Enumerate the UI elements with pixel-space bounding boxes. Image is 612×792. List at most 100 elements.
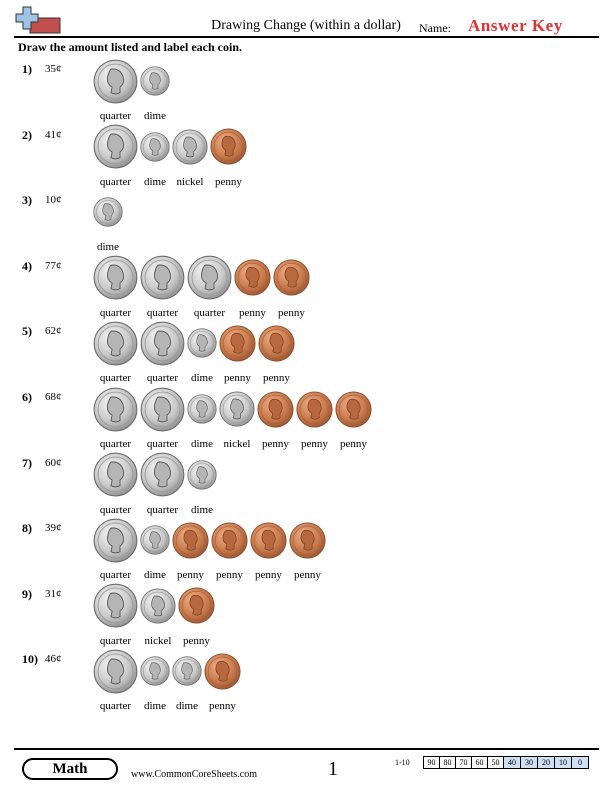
problem-row: 9) 31¢ quarter nickel penny bbox=[0, 583, 612, 653]
problem-number: 9) bbox=[22, 586, 32, 601]
quarter-coin-icon bbox=[93, 452, 138, 497]
penny-coin-icon bbox=[289, 522, 326, 559]
website-link[interactable]: www.CommonCoreSheets.com bbox=[131, 769, 258, 780]
problem-amount: 39¢ bbox=[45, 522, 62, 535]
problem-row: 2) 41¢ quarter dime nickel penny bbox=[0, 124, 612, 194]
score-cell: 30 bbox=[520, 756, 538, 769]
penny-coin-icon bbox=[219, 325, 256, 362]
coin-label: penny bbox=[255, 569, 282, 582]
problem-row: 1) 35¢ quarter dime bbox=[0, 59, 612, 128]
problem-amount: 68¢ bbox=[45, 391, 62, 403]
score-cell: 90 bbox=[423, 756, 440, 769]
worksheet-title: Drawing Change (within a dollar) bbox=[211, 18, 401, 33]
coin-label: quarter bbox=[99, 175, 132, 188]
quarter-coin-icon bbox=[140, 387, 185, 432]
quarter-coin-icon bbox=[93, 321, 138, 366]
penny-coin-icon bbox=[258, 325, 295, 362]
problem-number: 7) bbox=[22, 455, 32, 470]
coin-label: penny bbox=[263, 372, 290, 385]
coin-label: quarter bbox=[146, 438, 179, 450]
problem-number: 6) bbox=[22, 390, 32, 404]
nickel-coin-icon bbox=[172, 129, 208, 165]
plus-logo-icon bbox=[15, 6, 61, 34]
problem-number: 3) bbox=[22, 193, 32, 208]
name-label: Name: bbox=[419, 21, 451, 35]
nickel-coin-icon bbox=[219, 391, 255, 427]
nickel-coin-icon bbox=[140, 588, 176, 624]
coin-label: quarter bbox=[193, 306, 226, 319]
coin-label: quarter bbox=[99, 700, 132, 713]
problem-amount: 31¢ bbox=[45, 587, 62, 600]
problem-amount: 46¢ bbox=[45, 653, 62, 666]
dime-coin-icon bbox=[140, 66, 170, 96]
coin-label: dime bbox=[191, 503, 213, 516]
problem-row: 10) 46¢ quarter dime dime penny bbox=[0, 649, 612, 718]
coin-label: penny bbox=[224, 372, 251, 385]
coin-label: dime bbox=[176, 700, 198, 713]
score-cell: 10 bbox=[554, 756, 572, 769]
coin-label: dime bbox=[191, 372, 213, 385]
coin-label: quarter bbox=[99, 503, 132, 516]
quarter-coin-icon bbox=[93, 518, 138, 563]
coin-label: quarter bbox=[99, 438, 132, 450]
coin-label: nickel bbox=[144, 634, 172, 647]
penny-coin-icon bbox=[257, 390, 294, 428]
quarter-coin-icon bbox=[140, 321, 185, 366]
coin-label: quarter bbox=[146, 372, 179, 385]
score-table: 1-10 90 80 70 60 50 40 30 20 10 0 bbox=[395, 756, 589, 769]
coin-label: penny bbox=[216, 569, 243, 582]
problem-amount: 41¢ bbox=[45, 128, 62, 141]
coin-label: penny bbox=[262, 438, 289, 450]
dime-coin-icon bbox=[187, 328, 217, 359]
quarter-coin-icon bbox=[140, 452, 185, 497]
problem-number: 4) bbox=[22, 258, 32, 273]
penny-coin-icon bbox=[211, 522, 248, 559]
problem-row: 3) 10¢ dime bbox=[0, 193, 612, 259]
coin-label: quarter bbox=[99, 569, 132, 582]
quarter-coin-icon bbox=[93, 255, 138, 300]
penny-coin-icon bbox=[335, 390, 372, 428]
page-number: 1 bbox=[328, 758, 338, 780]
score-cell: 50 bbox=[487, 756, 504, 769]
quarter-coin-icon bbox=[187, 255, 232, 300]
problem-amount: 62¢ bbox=[45, 325, 62, 338]
footer-divider bbox=[14, 748, 599, 750]
dime-coin-icon bbox=[172, 656, 202, 687]
penny-coin-icon bbox=[250, 522, 287, 559]
coin-label: quarter bbox=[146, 306, 179, 319]
subject-badge: Math bbox=[22, 758, 118, 780]
dime-coin-icon bbox=[187, 394, 217, 424]
score-cell: 70 bbox=[455, 756, 472, 769]
dime-coin-icon bbox=[187, 459, 217, 490]
quarter-coin-icon bbox=[93, 124, 138, 169]
coin-label: dime bbox=[97, 241, 119, 254]
coin-label: penny bbox=[177, 569, 204, 582]
problem-row: 8) 39¢ quarter dime penny penny penny penny bbox=[0, 518, 612, 587]
problem-amount: 77¢ bbox=[45, 259, 62, 272]
penny-coin-icon bbox=[204, 653, 241, 690]
penny-coin-icon bbox=[234, 259, 271, 296]
coin-label: quarter bbox=[99, 372, 132, 385]
quarter-coin-icon bbox=[93, 583, 138, 628]
coin-label: quarter bbox=[99, 306, 132, 319]
penny-coin-icon bbox=[273, 259, 310, 296]
penny-coin-icon bbox=[296, 390, 333, 428]
problem-row: 4) 77¢ quarter quarter quarter penny penny bbox=[0, 255, 612, 325]
coin-label: penny bbox=[239, 306, 266, 319]
penny-coin-icon bbox=[210, 128, 247, 165]
site-logo bbox=[14, 6, 62, 38]
answer-key-label: Answer Key bbox=[468, 16, 563, 35]
problem-number: 5) bbox=[22, 324, 32, 339]
coin-label: penny bbox=[209, 700, 236, 713]
coin-label: penny bbox=[215, 175, 242, 188]
coin-label: penny bbox=[301, 438, 328, 450]
score-row: 1-10 90 80 70 60 50 40 30 20 10 0 bbox=[395, 756, 589, 769]
problem-row: 5) 62¢ quarter quarter dime penny penny bbox=[0, 321, 612, 390]
dime-coin-icon bbox=[140, 525, 170, 555]
coin-label: quarter bbox=[99, 634, 132, 647]
quarter-coin-icon bbox=[93, 649, 138, 694]
instructions: Draw the amount listed and label each co… bbox=[18, 40, 243, 54]
problem-amount: 35¢ bbox=[45, 63, 62, 75]
coin-label: dime bbox=[144, 175, 166, 188]
coin-label: nickel bbox=[223, 438, 251, 450]
